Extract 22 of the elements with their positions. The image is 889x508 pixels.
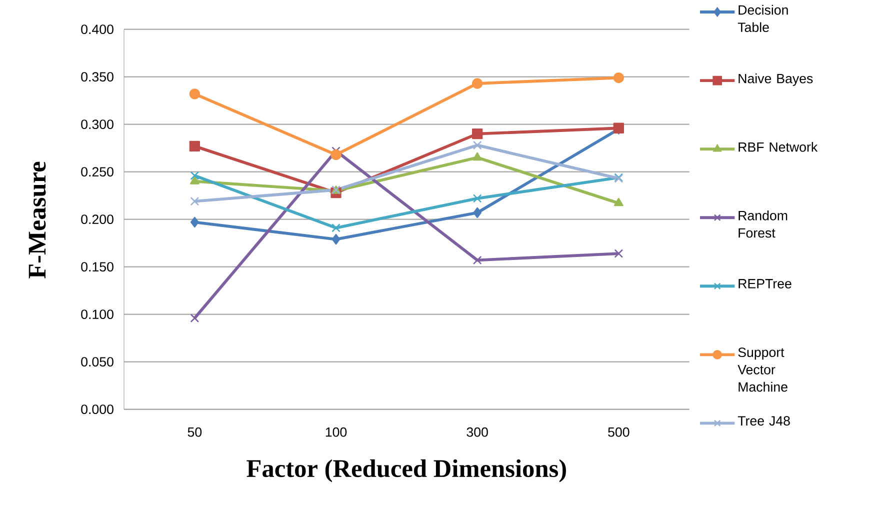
x-tick-label: 300 <box>466 427 488 437</box>
y-tick-label: 0.300 <box>81 120 114 130</box>
y-tick-label: 0.150 <box>81 262 114 272</box>
x-tick-label: 100 <box>326 427 347 437</box>
x-tick-label: 500 <box>608 427 630 437</box>
legend-label: Random Forest <box>738 210 788 238</box>
y-tick-label: 0.250 <box>81 167 114 177</box>
legend-label: REPTree <box>738 279 792 288</box>
legend-label: Support Vector Machine <box>738 348 788 392</box>
legend-label: Naive Bayes <box>738 73 813 86</box>
y-tick-label: 0.400 <box>81 24 114 34</box>
y-tick-label: 0.050 <box>81 357 114 367</box>
y-tick-label: 0.350 <box>81 72 114 82</box>
y-tick-label: 0.100 <box>81 310 114 320</box>
legend-label: Decision Table <box>738 4 788 32</box>
legend-label: RBF Network <box>738 142 818 152</box>
y-axis-title: F-Measure <box>28 162 46 278</box>
x-axis-title: Factor (Reduced Dimensions) <box>246 459 566 482</box>
legend-label: Tree J48 <box>738 416 790 426</box>
y-tick-label: 0.000 <box>81 404 114 414</box>
x-tick-label: 50 <box>188 427 202 437</box>
y-tick-label: 0.200 <box>81 214 114 224</box>
